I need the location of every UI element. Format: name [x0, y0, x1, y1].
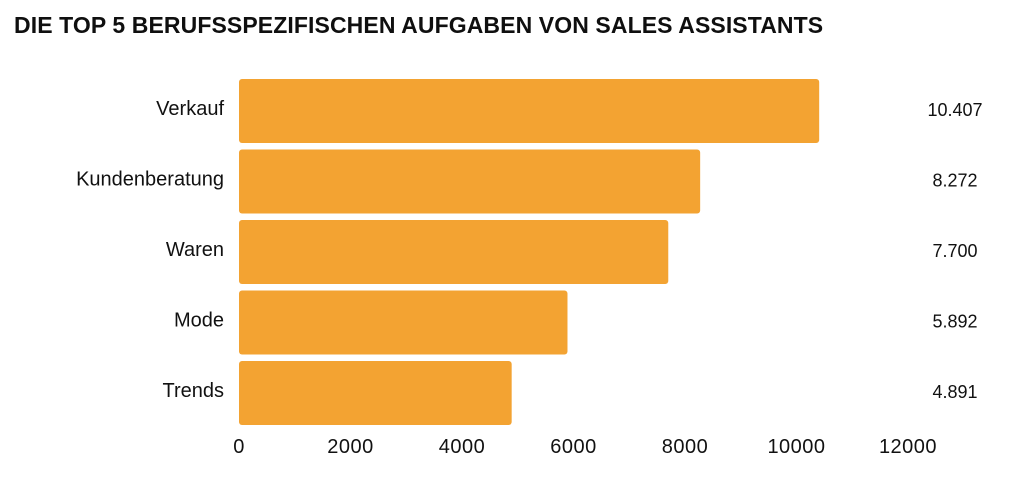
x-tick-label-4000: 4000 [439, 436, 486, 458]
category-label-kundenberatung: Kundenberatung [76, 169, 224, 191]
x-tick-label-2000: 2000 [327, 436, 374, 458]
category-label-mode: Mode [174, 310, 224, 332]
bar-mode [239, 290, 568, 355]
bar-waren [239, 220, 669, 284]
x-tick-label-8000: 8000 [662, 436, 709, 458]
category-label-verkauf: Verkauf [156, 98, 224, 120]
x-tick-label-12000: 12000 [879, 436, 937, 458]
value-labels-group: 10.407 8.272 7.700 5.892 4.891 [927, 100, 982, 402]
category-label-trends: Trends [162, 380, 224, 402]
category-label-waren: Waren [166, 239, 224, 261]
value-label-kundenberatung: 8.272 [932, 171, 977, 191]
bar-kundenberatung [239, 149, 701, 214]
chart-title: DIE TOP 5 BERUFSSPEZIFISCHEN AUFGABEN VO… [14, 12, 824, 38]
bar-verkauf [239, 79, 820, 143]
value-label-mode: 5.892 [932, 312, 977, 332]
x-tick-label-6000: 6000 [550, 436, 597, 458]
x-axis-ticks-group: 0 2000 4000 6000 8000 10000 12000 [233, 436, 937, 458]
bars-group [239, 79, 820, 425]
value-label-trends: 4.891 [932, 382, 977, 402]
category-labels-group: Verkauf Kundenberatung Waren Mode Trends [76, 98, 224, 402]
value-label-waren: 7.700 [932, 241, 977, 261]
value-label-verkauf: 10.407 [927, 100, 982, 120]
bar-trends [239, 361, 512, 425]
x-tick-label-0: 0 [233, 436, 245, 458]
x-tick-label-10000: 10000 [767, 436, 825, 458]
